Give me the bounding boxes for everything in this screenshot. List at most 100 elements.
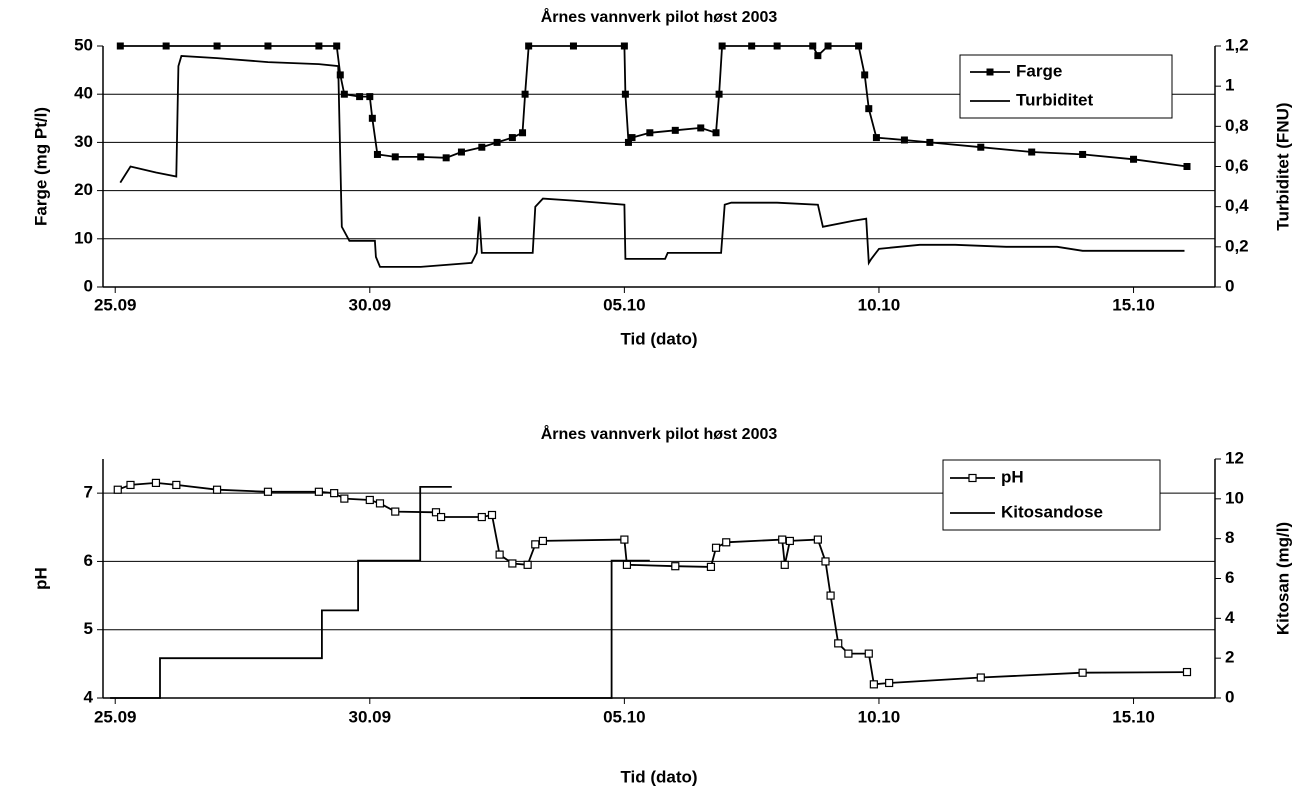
marker [263, 487, 273, 496]
y2-tick-label: 10 [1225, 488, 1244, 507]
y2-tick-label: 1,2 [1225, 35, 1249, 54]
legend-label: Turbiditet [1016, 90, 1093, 109]
marker [569, 42, 577, 50]
marker [1078, 668, 1087, 677]
x-axis-label: Tid (dato) [620, 767, 697, 786]
y2-tick-label: 2 [1225, 648, 1234, 667]
y2-tick-label: 1 [1225, 76, 1234, 95]
marker [538, 536, 548, 546]
marker [508, 559, 517, 568]
marker [264, 42, 272, 50]
marker [715, 90, 723, 98]
marker [821, 557, 830, 566]
marker [523, 560, 532, 569]
chart-title: Årnes vannverk pilot høst 2003 [541, 424, 778, 443]
y-tick-label: 5 [84, 619, 93, 638]
marker [340, 90, 348, 98]
marker [620, 535, 629, 544]
marker [628, 134, 636, 142]
y-tick-label: 7 [84, 483, 93, 502]
marker [521, 90, 529, 98]
y-tick-label: 20 [74, 180, 93, 199]
marker [368, 114, 376, 122]
x-tick-label: 30.09 [349, 295, 392, 314]
series-line [110, 486, 650, 699]
marker [864, 649, 873, 658]
marker [865, 105, 873, 113]
marker [711, 543, 721, 552]
marker [356, 93, 364, 101]
marker [785, 536, 794, 546]
y-tick-label: 0 [84, 276, 93, 295]
y2-tick-label: 6 [1225, 568, 1234, 587]
marker [976, 673, 985, 682]
y2-axis-label: Kitosan (mg/l) [1273, 522, 1292, 635]
marker [706, 562, 716, 571]
y2-tick-label: 0,8 [1225, 116, 1249, 135]
marker [391, 153, 399, 161]
x-tick-label: 10.10 [858, 295, 901, 314]
marker [869, 680, 878, 689]
y-tick-label: 4 [84, 687, 94, 706]
y-tick-label: 10 [74, 228, 93, 247]
marker [151, 478, 161, 487]
marker [365, 495, 374, 505]
marker [718, 42, 726, 50]
x-tick-label: 15.10 [1112, 707, 1155, 726]
marker [525, 42, 533, 50]
marker [844, 649, 853, 658]
marker [780, 560, 789, 569]
y2-tick-label: 0,2 [1225, 236, 1249, 255]
y-tick-label: 50 [74, 35, 93, 54]
x-tick-label: 10.10 [858, 707, 901, 726]
marker [431, 508, 441, 517]
y2-tick-label: 0 [1225, 687, 1234, 706]
marker [968, 473, 977, 483]
marker [809, 42, 817, 50]
marker [391, 507, 400, 516]
x-tick-label: 30.09 [349, 707, 392, 726]
marker [697, 124, 705, 132]
marker [336, 71, 344, 79]
marker [162, 42, 170, 50]
marker [417, 153, 425, 161]
marker [834, 639, 843, 648]
marker [1130, 155, 1138, 163]
marker [172, 480, 181, 490]
x-tick-label: 05.10 [603, 707, 646, 726]
marker [436, 512, 446, 522]
marker [457, 148, 465, 156]
marker [478, 143, 486, 151]
marker [495, 550, 504, 559]
marker [773, 42, 781, 50]
chart: Årnes vannverk pilot høst 2003 Tid (dato)… [31, 424, 1292, 786]
marker [872, 134, 880, 142]
marker [487, 510, 497, 520]
legend-box [959, 54, 1173, 119]
marker [508, 134, 516, 142]
marker [333, 42, 341, 50]
legend: pH Kitosandose [942, 459, 1161, 531]
y-axis-label: pH [31, 567, 50, 590]
marker [212, 485, 222, 494]
x-axis-label: Tid (dato) [620, 329, 697, 348]
y2-tick-label: 4 [1225, 608, 1235, 627]
marker [340, 494, 349, 503]
marker [315, 42, 323, 50]
x-tick-label: 25.09 [94, 295, 137, 314]
marker [1182, 667, 1192, 677]
marker [330, 489, 339, 498]
marker [531, 540, 540, 549]
marker [671, 126, 679, 134]
marker [926, 138, 934, 146]
marker [116, 42, 124, 50]
chart: Årnes vannverk pilot høst 2003 Tid (dato)… [31, 7, 1292, 348]
y-tick-label: 30 [74, 132, 93, 151]
y2-tick-label: 0 [1225, 276, 1234, 295]
marker [477, 512, 486, 522]
y2-tick-label: 12 [1225, 448, 1244, 467]
x-tick-label: 25.09 [94, 707, 137, 726]
marker [113, 485, 122, 494]
y2-axis-label: Turbiditet (FNU) [1273, 102, 1292, 230]
